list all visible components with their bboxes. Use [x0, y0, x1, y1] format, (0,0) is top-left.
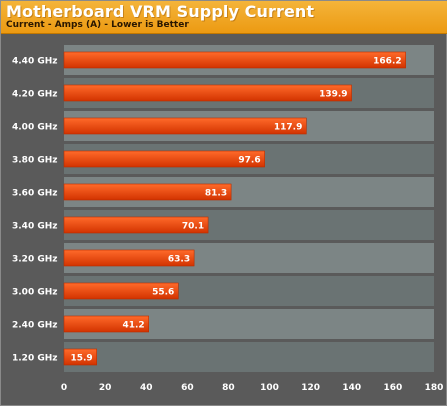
plot-bands — [64, 45, 434, 372]
category-label: 4.20 GHz — [12, 90, 58, 100]
x-tick-label: 0 — [61, 383, 67, 393]
x-tick-label: 140 — [342, 383, 361, 393]
x-tick-label: 40 — [140, 383, 153, 393]
row-band — [64, 342, 434, 372]
bar-value-label: 81.3 — [205, 189, 227, 199]
bar-value-label: 139.9 — [319, 90, 347, 100]
bar — [63, 51, 406, 69]
category-label: 3.60 GHz — [12, 189, 58, 199]
bar-value-label: 63.3 — [168, 255, 190, 265]
chart-subtitle: Current - Amps (A) - Lower is Better — [6, 20, 189, 30]
bar-value-label: 97.6 — [238, 156, 260, 166]
bar — [63, 249, 195, 267]
bar-value-label: 41.2 — [122, 321, 144, 331]
category-label: 3.20 GHz — [12, 255, 58, 265]
category-labels: 4.40 GHz 4.20 GHz 4.00 GHz 3.80 GHz 3.60 GHz… — [12, 57, 58, 364]
category-label: 1.20 GHz — [12, 354, 58, 364]
bar-value-label: 55.6 — [152, 288, 174, 298]
category-label: 3.40 GHz — [12, 222, 58, 232]
x-tick-label: 60 — [181, 383, 194, 393]
bar — [63, 183, 232, 201]
category-label: 4.00 GHz — [12, 123, 58, 133]
chart-title: Motherboard VRM Supply Current — [6, 2, 315, 21]
bar-value-label: 15.9 — [70, 354, 92, 364]
category-label: 3.00 GHz — [12, 288, 58, 298]
category-label: 2.40 GHz — [12, 321, 58, 331]
bar-value-label: 166.2 — [373, 57, 401, 67]
bar-series: 166.2 139.9 117.9 97.6 81.3 70.1 63.3 55.6 41.2 1… — [63, 51, 406, 366]
bar-value-label: 117.9 — [274, 123, 302, 133]
bar-value-label: 70.1 — [182, 222, 204, 232]
bar — [63, 315, 149, 333]
bar — [63, 216, 209, 234]
bar — [63, 282, 179, 300]
x-tick-label: 100 — [260, 383, 279, 393]
bar — [63, 117, 307, 135]
x-axis-tick-labels: 0 20 40 60 80 100 120 140 160 180 — [61, 383, 444, 393]
x-tick-label: 20 — [99, 383, 112, 393]
chart-header: Motherboard VRM Supply Current Current -… — [1, 1, 447, 34]
x-tick-label: 120 — [301, 383, 320, 393]
x-tick-label: 160 — [383, 383, 402, 393]
bar — [63, 150, 265, 168]
bar — [63, 348, 97, 366]
category-label: 3.80 GHz — [12, 156, 58, 166]
x-tick-label: 80 — [222, 383, 235, 393]
category-label: 4.40 GHz — [12, 57, 58, 67]
bar — [63, 84, 352, 102]
x-tick-label: 180 — [425, 383, 444, 393]
